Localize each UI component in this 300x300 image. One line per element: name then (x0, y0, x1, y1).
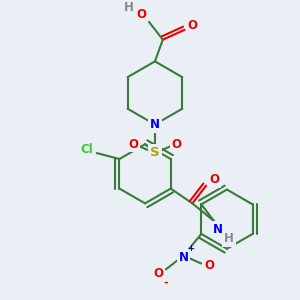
Text: N: N (150, 118, 160, 131)
Text: H: H (124, 1, 134, 13)
Text: S: S (150, 146, 160, 159)
Text: -: - (164, 277, 168, 287)
Text: H: H (224, 232, 234, 245)
Text: N: N (178, 251, 188, 264)
Text: O: O (136, 8, 146, 21)
Text: O: O (172, 138, 182, 151)
Text: O: O (204, 259, 214, 272)
Text: N: N (213, 223, 223, 236)
Text: Cl: Cl (80, 142, 93, 156)
Text: O: O (209, 173, 219, 186)
Text: +: + (187, 244, 194, 253)
Text: O: O (128, 138, 138, 151)
Text: O: O (188, 20, 197, 32)
Text: O: O (153, 267, 163, 280)
